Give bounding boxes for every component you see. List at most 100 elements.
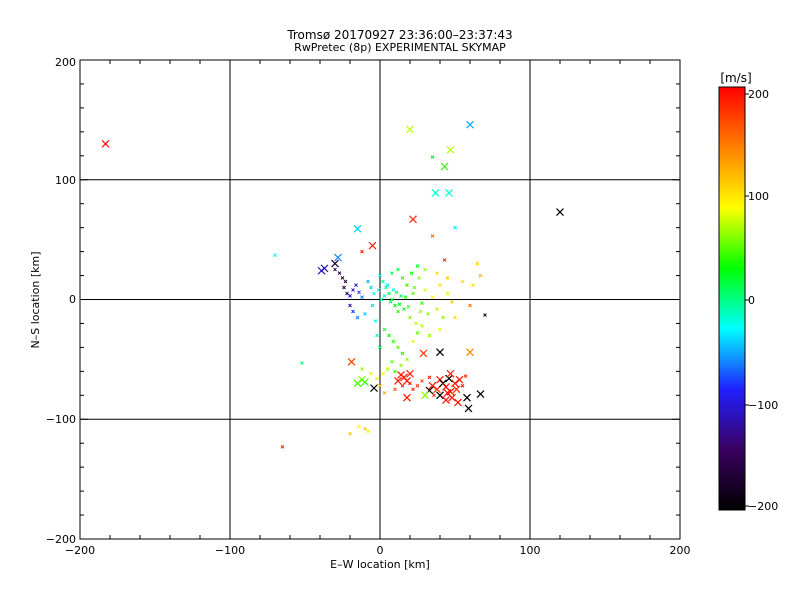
colorbar-ticks <box>745 93 749 507</box>
data-point <box>376 288 381 292</box>
point-stroke <box>446 387 455 396</box>
point-stroke <box>399 363 403 368</box>
data-point <box>402 307 406 311</box>
data-point-large <box>361 378 369 387</box>
data-point <box>280 444 285 449</box>
point-stroke <box>387 291 391 296</box>
point-stroke <box>348 294 352 298</box>
point-stroke <box>400 276 405 280</box>
point-stroke <box>360 367 364 371</box>
data-point-large <box>476 390 485 399</box>
point-stroke <box>438 327 442 332</box>
data-point <box>423 288 427 292</box>
data-point <box>423 267 427 272</box>
point-stroke <box>370 384 378 393</box>
y-tick-label: 100 <box>55 174 76 187</box>
colorbar-gradient <box>718 86 746 511</box>
data-point <box>400 383 405 388</box>
point-stroke <box>471 283 475 287</box>
data-point <box>420 301 424 305</box>
data-point <box>385 367 390 371</box>
data-point-large <box>446 387 455 396</box>
data-point <box>382 391 387 395</box>
point-stroke <box>452 385 461 394</box>
data-point <box>373 319 378 323</box>
data-point-large <box>353 379 362 388</box>
data-point <box>387 333 391 338</box>
point-stroke <box>419 349 428 358</box>
point-stroke <box>396 345 400 350</box>
colorbar-tick-label: −100 <box>748 399 778 412</box>
data-point-large <box>463 393 471 402</box>
colorbar-tick-label: 0 <box>748 294 755 307</box>
data-point <box>375 376 379 381</box>
point-stroke <box>435 307 439 311</box>
data-point-large <box>448 393 456 402</box>
point-stroke <box>354 283 358 287</box>
point-stroke <box>408 315 412 320</box>
data-point-large <box>445 374 453 383</box>
point-stroke <box>378 383 382 388</box>
data-point <box>366 429 370 434</box>
point-stroke <box>418 309 423 314</box>
data-point <box>340 276 345 280</box>
point-stroke <box>403 377 411 385</box>
colorbar-label: [m/s] <box>720 71 751 85</box>
point-stroke <box>412 285 417 290</box>
point-stroke <box>455 375 464 384</box>
point-stroke <box>369 285 373 290</box>
data-point <box>390 359 394 364</box>
data-point <box>399 363 403 368</box>
data-point <box>343 279 348 284</box>
point-stroke <box>382 391 387 395</box>
point-stroke <box>423 267 427 272</box>
point-stroke <box>454 398 462 407</box>
y-axis-label: N–S location [km] <box>29 251 42 348</box>
point-stroke <box>406 304 411 309</box>
data-point <box>420 379 424 383</box>
data-point-large <box>368 241 377 250</box>
point-stroke <box>333 267 337 272</box>
data-point <box>426 312 430 316</box>
point-stroke <box>351 309 355 314</box>
point-stroke <box>384 285 388 290</box>
data-point <box>396 345 400 350</box>
data-point <box>300 361 304 365</box>
data-point <box>381 279 385 284</box>
data-point-large <box>353 224 362 233</box>
point-stroke <box>446 369 455 378</box>
data-point <box>378 345 382 350</box>
data-point-large <box>446 145 455 154</box>
point-stroke <box>351 288 355 292</box>
point-stroke <box>453 225 457 230</box>
point-stroke <box>423 288 427 292</box>
data-point <box>432 393 436 398</box>
data-point <box>363 426 367 431</box>
point-stroke <box>463 374 468 378</box>
data-point <box>369 285 373 290</box>
point-stroke <box>430 155 435 159</box>
data-point <box>360 295 364 299</box>
point-stroke <box>436 348 444 357</box>
data-point <box>417 276 421 280</box>
data-point <box>400 351 405 356</box>
x-tick-label: −100 <box>215 544 245 557</box>
data-point-large <box>556 208 564 217</box>
data-point <box>369 371 373 376</box>
data-point-large <box>466 120 474 129</box>
data-point <box>333 267 337 272</box>
data-point <box>357 290 361 295</box>
point-stroke <box>435 271 439 276</box>
data-point <box>360 367 364 371</box>
point-stroke <box>381 371 385 376</box>
data-point <box>411 387 415 392</box>
colorbar-tick-label: 100 <box>748 190 769 203</box>
data-point <box>415 331 420 335</box>
point-stroke <box>388 300 393 304</box>
data-point <box>360 249 364 254</box>
data-point <box>393 369 397 374</box>
data-point <box>399 294 403 298</box>
data-point <box>409 271 414 276</box>
point-stroke <box>433 385 441 394</box>
colorbar-tick-label: 200 <box>748 88 769 101</box>
